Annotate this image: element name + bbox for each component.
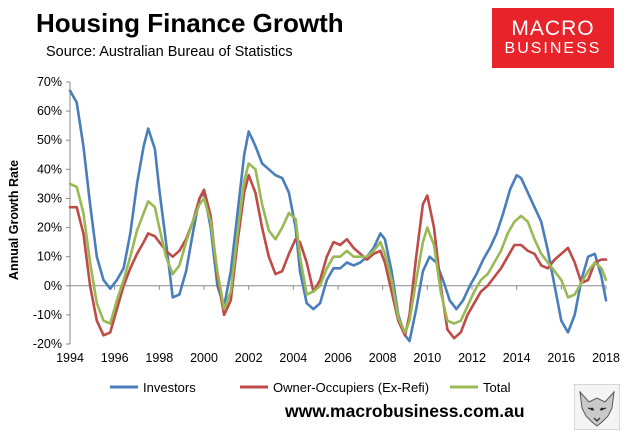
y-tick-label: 30% — [37, 191, 62, 205]
x-tick-label: 2010 — [413, 351, 441, 365]
chart-title: Housing Finance Growth — [36, 8, 344, 38]
x-tick-label: 2016 — [547, 351, 575, 365]
x-tick-label: 2008 — [369, 351, 397, 365]
series-line-owner-occupiers-ex-refi — [68, 173, 608, 340]
legend-label-investors: Investors — [143, 380, 196, 395]
y-tick-label: -10% — [33, 308, 62, 322]
chart-source: Source: Australian Bureau of Statistics — [46, 44, 293, 60]
x-tick-label: 1998 — [145, 351, 173, 365]
chart-legend: Investors Owner-Occupiers (Ex-Refi) Total — [110, 380, 511, 395]
website-url: www.macrobusiness.com.au — [285, 401, 525, 421]
y-tick-label: 40% — [37, 162, 62, 176]
y-tick-label: 50% — [37, 133, 62, 147]
y-tick-label: 70% — [37, 75, 62, 89]
y-tick-label: -20% — [33, 337, 62, 351]
x-tick-label: 2018 — [592, 351, 620, 365]
legend-label-total: Total — [483, 380, 511, 395]
series-line-investors — [68, 89, 608, 343]
y-tick-label: 20% — [37, 221, 62, 235]
x-tick-label: 2012 — [458, 351, 486, 365]
x-tick-label: 2014 — [503, 351, 531, 365]
x-tick-label: 2006 — [324, 351, 352, 365]
logo-line-2: BUSINESS — [504, 40, 602, 57]
wolf-icon — [574, 384, 620, 430]
x-tick-label: 1996 — [101, 351, 129, 365]
x-tick-label: 2004 — [279, 351, 307, 365]
series-line-total — [68, 162, 608, 334]
y-tick-label: 10% — [37, 250, 62, 264]
legend-label-owner-occupiers-ex-refi: Owner-Occupiers (Ex-Refi) — [273, 380, 429, 395]
chart-axes: -20% -10% 0% 10% 20% 30% 40% 50% 60% 70% 1994 1996 1… — [33, 75, 620, 365]
macrobusiness-logo: MACRO BUSINESS — [492, 8, 614, 68]
chart-series — [68, 89, 608, 343]
logo-line-1: MACRO — [511, 17, 595, 40]
y-tick-label: 0% — [44, 279, 62, 293]
x-tick-label: 2002 — [235, 351, 263, 365]
x-tick-label: 1994 — [56, 351, 84, 365]
x-tick-label: 2000 — [190, 351, 218, 365]
y-tick-label: 60% — [37, 104, 62, 118]
